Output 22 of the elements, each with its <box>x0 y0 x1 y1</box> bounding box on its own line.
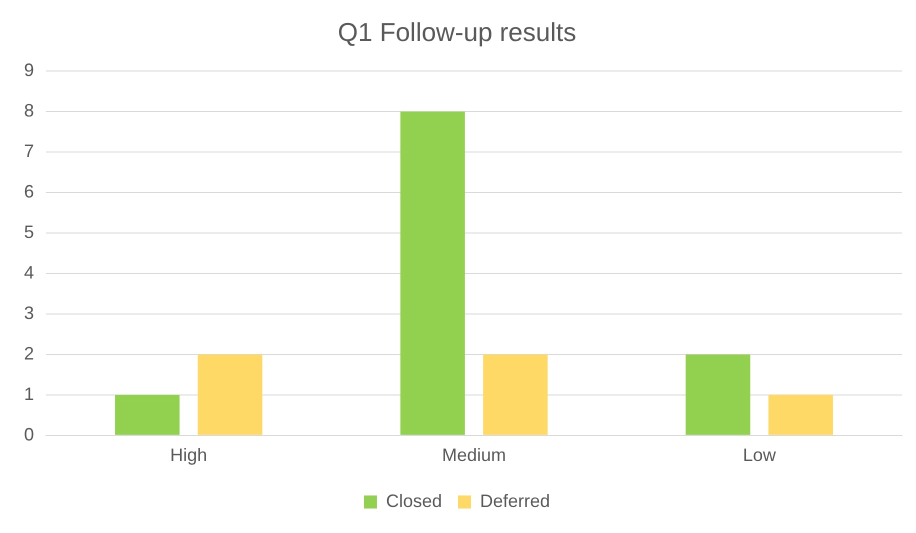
y-tick-label: 8 <box>24 100 34 121</box>
x-tick-label: Low <box>742 445 777 466</box>
y-tick-label: 5 <box>24 222 34 242</box>
y-tick-label: 7 <box>24 141 34 162</box>
bar <box>483 354 548 435</box>
bar <box>686 354 750 435</box>
legend-label: Closed <box>386 490 442 511</box>
y-tick-label: 0 <box>24 424 34 444</box>
y-tick-label: 2 <box>24 343 34 364</box>
bar <box>768 394 833 435</box>
y-tick-label: 9 <box>24 60 34 80</box>
y-tick-label: 4 <box>24 262 34 282</box>
bar <box>115 394 180 435</box>
bar <box>400 112 465 435</box>
x-tick-label: Medium <box>442 445 506 466</box>
y-tick-label: 1 <box>24 384 34 404</box>
legend-label: Deferred <box>480 490 550 511</box>
x-tick-label: High <box>170 445 208 466</box>
y-tick-label: 3 <box>24 302 34 323</box>
bar <box>198 354 262 435</box>
y-tick-label: 6 <box>24 182 34 202</box>
chart-title: Q1 Follow-up results <box>338 16 576 47</box>
